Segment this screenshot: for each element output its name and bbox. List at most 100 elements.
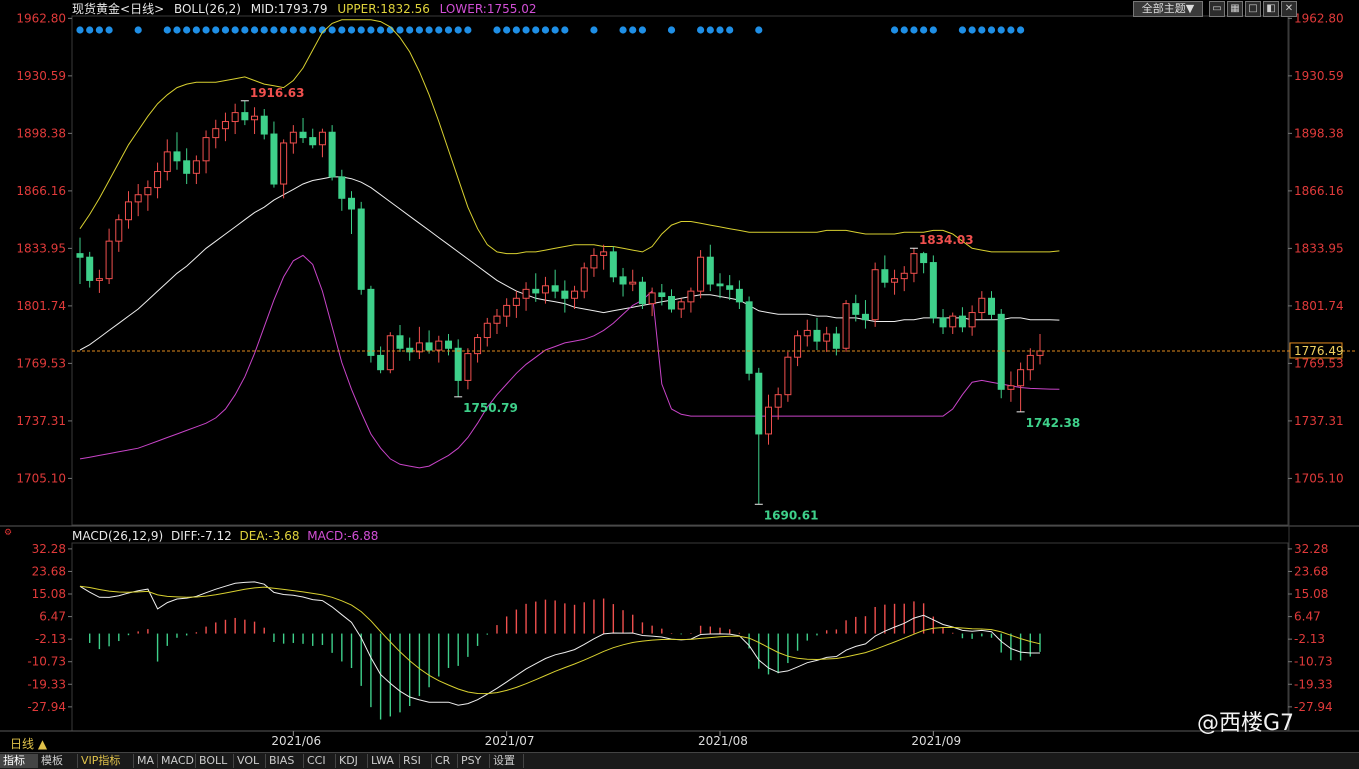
candle-body xyxy=(231,112,239,123)
candle-body xyxy=(716,283,724,287)
macd-y-tick-label-right: -27.94 xyxy=(1294,700,1333,714)
candle-body xyxy=(745,301,753,374)
y-tick-label-left: 1833.95 xyxy=(16,241,66,255)
signal-dot xyxy=(250,26,259,34)
signal-dot xyxy=(716,26,724,34)
tab-10[interactable]: LWA xyxy=(368,754,400,768)
tab-1[interactable]: 模板 xyxy=(38,754,78,768)
tab-14[interactable]: 设置 xyxy=(490,754,524,768)
tab-6[interactable]: VOL xyxy=(234,754,266,768)
candle-body xyxy=(134,194,142,203)
candle-body xyxy=(852,303,860,315)
maximize-icon[interactable]: □ xyxy=(1245,1,1261,17)
signal-dot xyxy=(377,26,385,34)
candle-body xyxy=(541,285,549,294)
signal-dot xyxy=(900,26,908,34)
tab-11[interactable]: RSI xyxy=(400,754,432,768)
macd-y-tick-label-right: -2.13 xyxy=(1294,632,1325,646)
signal-dot xyxy=(241,26,249,34)
signal-dot xyxy=(396,26,404,34)
signal-dot xyxy=(299,26,307,34)
candle-body xyxy=(221,121,229,130)
signal-dot xyxy=(667,26,676,34)
settings-icon[interactable]: ⚙ xyxy=(4,528,13,538)
tab-8[interactable]: CCI xyxy=(304,754,336,768)
candle-body xyxy=(629,281,637,285)
candle-body xyxy=(958,315,966,328)
candle-body xyxy=(415,342,423,353)
candle-body xyxy=(900,272,908,280)
macd-label: MACD(26,12,9) xyxy=(72,529,164,543)
watermark: @西楼G7 xyxy=(1197,711,1295,736)
macd-y-tick-label-right: 32.28 xyxy=(1294,542,1328,556)
signal-dot xyxy=(512,26,520,34)
candle-body xyxy=(454,347,462,381)
restore-icon[interactable]: ▭ xyxy=(1209,1,1225,17)
tab-7[interactable]: BIAS xyxy=(266,754,304,768)
candle-body xyxy=(939,317,947,328)
signal-dot xyxy=(406,26,414,34)
signal-dot xyxy=(629,26,637,34)
candle-body xyxy=(774,394,782,408)
candle-body xyxy=(1026,354,1034,371)
tab-3[interactable]: MA xyxy=(134,754,158,768)
candle-body xyxy=(813,329,821,342)
y-tick-label-left: 1898.38 xyxy=(16,126,66,140)
signal-dot xyxy=(638,26,647,34)
signal-dot xyxy=(260,26,268,34)
indicator-tab-bar: 指标 模板 VIP指标 MA MACD BOLL VOL BIAS CCI KDJ LWA RSI CR… xyxy=(0,752,1359,769)
candle-body xyxy=(532,288,540,294)
candle-body xyxy=(377,354,385,371)
macd-y-tick-label-left: -27.94 xyxy=(27,700,66,714)
window-icon[interactable]: ◧ xyxy=(1263,1,1279,17)
candle-body xyxy=(929,262,937,319)
period-tag[interactable]: <日线> xyxy=(120,2,165,16)
macd-y-tick-label-right: -10.73 xyxy=(1294,655,1333,669)
signal-dot xyxy=(726,26,734,34)
candle-body xyxy=(289,131,297,144)
tab-4[interactable]: MACD xyxy=(158,754,196,768)
annotation-label: 1750.79 xyxy=(463,401,518,415)
signal-dot xyxy=(522,26,530,34)
macd-y-tick-label-left: -10.73 xyxy=(27,655,66,669)
candle-body xyxy=(638,281,646,305)
tab-0[interactable]: 指标 xyxy=(0,754,38,768)
boll-upper-value: UPPER:1832.56 xyxy=(337,2,430,16)
candle-body xyxy=(891,278,899,283)
candle-body xyxy=(483,322,491,339)
y-tick-label-right: 1962.80 xyxy=(1294,11,1344,25)
tab-2[interactable]: VIP指标 xyxy=(78,754,134,768)
tab-13[interactable]: PSY xyxy=(458,754,490,768)
y-tick-label-right: 1833.95 xyxy=(1294,241,1344,255)
candle-body xyxy=(357,208,365,290)
signal-dot xyxy=(318,26,327,34)
candle-body xyxy=(551,285,559,292)
grid-icon[interactable]: ▦ xyxy=(1227,1,1243,17)
signal-dot xyxy=(561,26,569,34)
tab-12[interactable]: CR xyxy=(432,754,458,768)
candle-body xyxy=(115,219,123,242)
candle-body xyxy=(86,256,94,281)
tab-5[interactable]: BOLL xyxy=(196,754,234,768)
candle-body xyxy=(163,151,171,173)
signal-dot xyxy=(619,26,627,34)
period-selector[interactable]: 日线 ▲ xyxy=(10,737,48,751)
signal-dot xyxy=(929,26,937,34)
signal-dot xyxy=(978,26,986,34)
signal-dot xyxy=(425,26,433,34)
tab-9[interactable]: KDJ xyxy=(336,754,368,768)
macd-y-tick-label-right: 6.47 xyxy=(1294,610,1321,624)
signal-dot xyxy=(134,26,142,34)
y-tick-label-right: 1930.59 xyxy=(1294,69,1344,83)
signal-dot xyxy=(464,26,472,34)
theme-dropdown-button[interactable]: 全部主题▼ xyxy=(1133,1,1203,17)
macd-dea-line xyxy=(79,585,1041,695)
signal-dot xyxy=(755,26,763,34)
signal-dot xyxy=(163,26,171,34)
candle-body xyxy=(299,131,307,139)
signal-dot xyxy=(183,26,191,34)
close-icon[interactable]: ✕ xyxy=(1281,1,1297,17)
y-tick-label-right: 1705.10 xyxy=(1294,471,1344,485)
